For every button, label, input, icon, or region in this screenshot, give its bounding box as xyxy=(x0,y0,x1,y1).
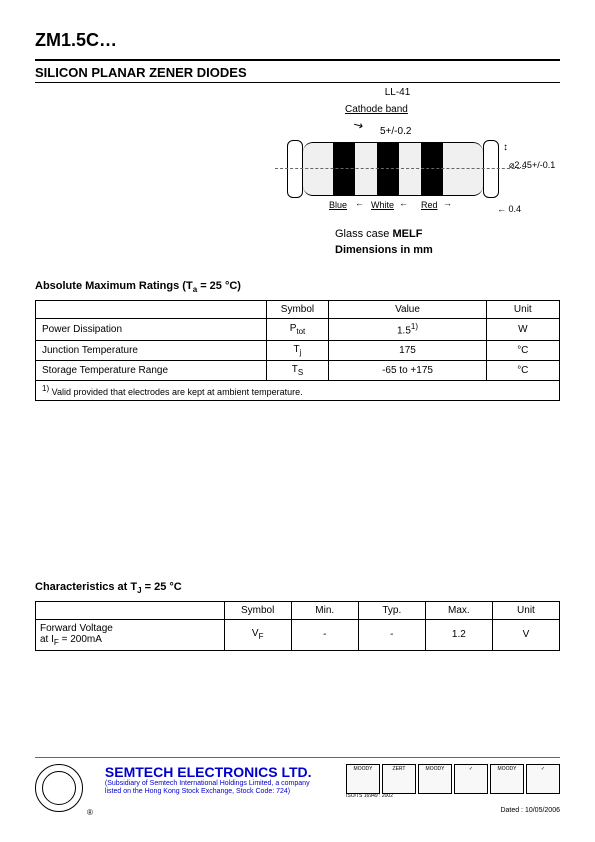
max-cell: 1.2 xyxy=(425,619,492,650)
cathode-band-label: Cathode band xyxy=(345,104,408,115)
date-label: Dated : 10/05/2006 xyxy=(500,807,560,814)
param-cell: Forward Voltage at IF = 200mA xyxy=(36,619,225,650)
min-cell: - xyxy=(291,619,358,650)
arrow-icon: ↘ xyxy=(350,116,366,133)
characteristics-title: Characteristics at TJ = 25 °C xyxy=(35,581,560,595)
cathode-band xyxy=(333,142,355,196)
diameter-dimension: 2.45+/-0.1 xyxy=(509,160,555,171)
table-header: Max. xyxy=(425,601,492,619)
package-label: LL-41 xyxy=(235,87,560,98)
cert-badge-icon: MOODY xyxy=(418,764,452,794)
table-header: Symbol xyxy=(224,601,291,619)
arrow-icon: ← xyxy=(355,198,364,208)
table-header: Min. xyxy=(291,601,358,619)
arrow-icon: → xyxy=(443,198,452,208)
symbol-cell: TS xyxy=(266,360,329,380)
table-header-row: Symbol Value Unit xyxy=(36,301,560,319)
band-color-label: Red xyxy=(421,200,438,210)
table-header xyxy=(36,601,225,619)
table-header: Unit xyxy=(486,301,559,319)
characteristics-table: Symbol Min. Typ. Max. Unit Forward Volta… xyxy=(35,601,560,651)
param-cell: Storage Temperature Range xyxy=(36,360,267,380)
unit-cell: V xyxy=(492,619,559,650)
abs-max-title: Absolute Maximum Ratings (Ta = 25 °C) xyxy=(35,280,560,294)
table-header: Unit xyxy=(492,601,559,619)
company-logo-icon xyxy=(35,764,83,812)
dimension-arrow: ↕ xyxy=(503,142,508,153)
company-name: SEMTECH ELECTRONICS LTD. xyxy=(105,764,338,780)
table-header: Symbol xyxy=(266,301,329,319)
band-color-label: White xyxy=(371,200,394,210)
body-dimension: 5+/-0.2 xyxy=(380,126,411,137)
value-cell: -65 to +175 xyxy=(329,360,486,380)
table-row: Junction Temperature Tj 175 °C xyxy=(36,340,560,360)
subtitle: SILICON PLANAR ZENER DIODES xyxy=(35,65,560,80)
table-header: Value xyxy=(329,301,486,319)
end-cap xyxy=(287,140,303,198)
registered-icon: ® xyxy=(87,808,93,817)
band-color-label: Blue xyxy=(329,200,347,210)
table-footnote: 1) Valid provided that electrodes are ke… xyxy=(36,380,560,400)
certifications: MOODY ZERT MOODY ✓ MOODY ✓ ISO/TS 16949 … xyxy=(346,764,560,799)
centerline xyxy=(275,168,525,169)
cert-badge-icon: MOODY xyxy=(490,764,524,794)
cert-text: ISO/TS 16949 : 2002 xyxy=(346,794,560,799)
cert-badge-icon: ZERT xyxy=(382,764,416,794)
dimensions-label: Dimensions in mm xyxy=(335,244,433,256)
table-header: Typ. xyxy=(358,601,425,619)
symbol-cell: VF xyxy=(224,619,291,650)
divider-top xyxy=(35,59,560,61)
table-row: Storage Temperature Range TS -65 to +175… xyxy=(36,360,560,380)
unit-cell: W xyxy=(486,319,559,340)
color-band xyxy=(377,142,399,196)
table-row: Forward Voltage at IF = 200mA VF - - 1.2… xyxy=(36,619,560,650)
cert-badge-icon: MOODY xyxy=(346,764,380,794)
param-cell: Power Dissipation xyxy=(36,319,267,340)
divider-sub xyxy=(35,82,560,83)
value-cell: 1.51) xyxy=(329,319,486,340)
table-header-row: Symbol Min. Typ. Max. Unit xyxy=(36,601,560,619)
part-number: ZM1.5C… xyxy=(35,30,560,51)
company-block: SEMTECH ELECTRONICS LTD. (Subsidiary of … xyxy=(105,764,338,797)
lead-dimension: ← 0.4 xyxy=(497,204,521,214)
company-subtitle: listed on the Hong Kong Stock Exchange, … xyxy=(105,788,338,796)
end-cap xyxy=(483,140,499,198)
table-row: Power Dissipation Ptot 1.51) W xyxy=(36,319,560,340)
company-subtitle: (Subsidiary of Semtech International Hol… xyxy=(105,780,338,788)
param-cell: Junction Temperature xyxy=(36,340,267,360)
unit-cell: °C xyxy=(486,360,559,380)
package-diagram: Cathode band ↘ 5+/-0.2 Blue ← White ← Re… xyxy=(265,104,565,274)
arrow-icon: ← xyxy=(399,198,408,208)
typ-cell: - xyxy=(358,619,425,650)
color-band xyxy=(421,142,443,196)
case-label: Glass case MELF xyxy=(335,228,422,240)
page-footer: ® SEMTECH ELECTRONICS LTD. (Subsidiary o… xyxy=(35,757,560,812)
unit-cell: °C xyxy=(486,340,559,360)
symbol-cell: Tj xyxy=(266,340,329,360)
abs-max-table: Symbol Value Unit Power Dissipation Ptot… xyxy=(35,300,560,400)
symbol-cell: Ptot xyxy=(266,319,329,340)
table-header xyxy=(36,301,267,319)
value-cell: 175 xyxy=(329,340,486,360)
cert-badge-icon: ✓ xyxy=(526,764,560,794)
cert-badge-icon: ✓ xyxy=(454,764,488,794)
